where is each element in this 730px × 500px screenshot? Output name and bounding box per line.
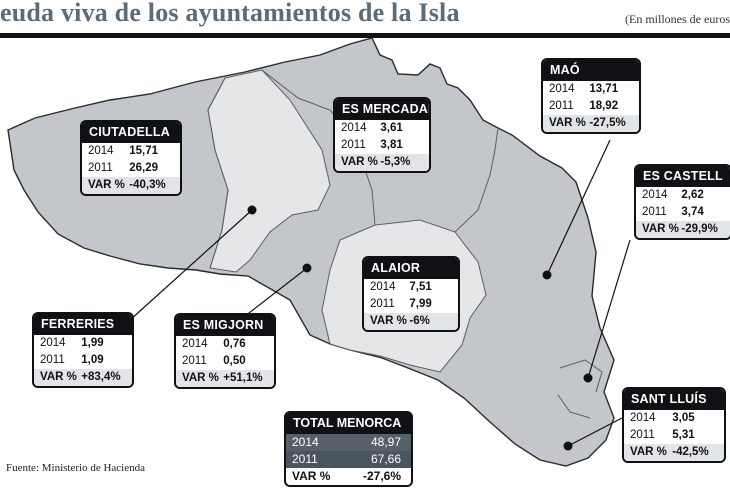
- alaior-name: ALAIOR: [364, 258, 458, 279]
- sant-lluis-2014: 3,05: [672, 412, 695, 424]
- es-migjorn-leader: [239, 267, 308, 321]
- ferreries-2011: 1,09: [81, 354, 104, 366]
- es-castell-2011: 3,74: [681, 206, 704, 218]
- sant-lluis-leader: [567, 417, 623, 447]
- row-label-2011: 2011: [642, 206, 667, 218]
- es-mercadal-name: ES MERCADAL: [335, 99, 429, 120]
- border-ciutadella: [207, 77, 229, 269]
- source-note: Fuente: Ministerio de Hacienda: [6, 462, 145, 474]
- sant-lluis-box: SANT LLUÍS 2014 3,05 2011 5,31 VAR % -42,5%: [622, 387, 726, 463]
- total-2014: 48,97: [370, 435, 401, 449]
- island-outline: [7, 37, 615, 467]
- alaior-box: ALAIOR 2014 7,51 2011 7,99 VAR % -6%: [362, 256, 460, 332]
- es-castell-2014: 2,62: [681, 189, 704, 201]
- es-migjorn-2014: 0,76: [223, 338, 246, 350]
- row-label-2011: 2011: [549, 100, 574, 112]
- es-mercadal-box: ES MERCADAL 2014 3,61 2011 3,81 VAR % -5,3%: [333, 97, 431, 173]
- ciutadella-2011: 26,29: [129, 162, 159, 174]
- es-castell-name: ES CASTELL: [636, 166, 730, 187]
- es-castell-leader: [587, 239, 631, 379]
- border-es-castell: [557, 394, 591, 419]
- sant-lluis-var: -42,5%: [672, 446, 709, 458]
- row-label-2014: 2014: [88, 145, 114, 157]
- border-mahon: [454, 127, 499, 233]
- ferreries-name: FERRERIES: [34, 314, 132, 335]
- row-label-var: VAR %: [549, 117, 586, 129]
- chart-title: euda viva de los ayuntamientos de la Isl…: [0, 0, 460, 27]
- row-label-var: VAR %: [88, 179, 125, 191]
- es-migjorn-2011: 0,50: [223, 355, 246, 367]
- total-menorca-box: TOTAL MENORCA 2014 48,97 2011 67,66 VAR % -…: [284, 411, 413, 487]
- mao-name: MAÓ: [543, 60, 639, 81]
- units-label: (En millones de euros): [625, 12, 730, 26]
- row-label-2014: 2014: [40, 337, 66, 349]
- row-label-2011: 2011: [182, 355, 207, 367]
- ferreries-2014: 1,99: [81, 337, 104, 349]
- mao-var: -27,5%: [589, 117, 626, 129]
- row-label-2011: 2011: [88, 162, 113, 174]
- row-label-var: VAR %: [292, 469, 331, 483]
- es-migjorn-box: ES MIGJORN 2014 0,76 2011 0,50 VAR % +51,1%: [174, 313, 276, 389]
- row-label-2014: 2014: [182, 338, 208, 350]
- ciutadella-box: CIUTADELLA 2014 15,71 2011 26,29 VAR % -40,…: [80, 120, 182, 196]
- es-migjorn-var: +51,1%: [223, 372, 263, 384]
- es-castell-var: -29,9%: [681, 223, 718, 235]
- row-label-2014: 2014: [370, 281, 396, 293]
- row-label-2011: 2011: [40, 354, 65, 366]
- ciutadella-var: -40,3%: [129, 179, 166, 191]
- border-sant-lluis: [559, 359, 603, 393]
- total-2011: 67,66: [370, 452, 401, 466]
- row-label-2011: 2011: [292, 452, 318, 466]
- es-mercadal-2014: 3,61: [380, 122, 403, 134]
- row-label-2011: 2011: [630, 429, 655, 441]
- row-label-var: VAR %: [341, 156, 378, 168]
- mao-2011: 18,92: [589, 100, 619, 112]
- es-mercadal-var: -5,3%: [380, 156, 411, 168]
- total-var: -27,6%: [362, 469, 401, 483]
- ciutadella-2014: 15,71: [129, 145, 159, 157]
- row-label-2014: 2014: [630, 412, 656, 424]
- row-label-2014: 2014: [549, 83, 575, 95]
- ferreries-box: FERRERIES 2014 1,99 2011 1,09 VAR % +83,4%: [32, 312, 134, 388]
- ferreries-leader: [129, 209, 253, 321]
- sant-lluis-2011: 5,31: [672, 429, 695, 441]
- row-label-var: VAR %: [40, 371, 77, 383]
- title-rule: [0, 33, 730, 38]
- row-label-2014: 2014: [292, 435, 319, 449]
- total-menorca-name: TOTAL MENORCA: [286, 413, 411, 434]
- alaior-2014: 7,51: [409, 281, 432, 293]
- ferreries-var: +83,4%: [81, 371, 121, 383]
- alaior-var: -6%: [409, 315, 430, 327]
- alaior-2011: 7,99: [409, 298, 432, 310]
- sant-lluis-name: SANT LLUÍS: [624, 389, 724, 410]
- es-mercadal-2011: 3,81: [380, 139, 403, 151]
- row-label-var: VAR %: [370, 315, 407, 327]
- row-label-2011: 2011: [370, 298, 395, 310]
- mao-leader: [546, 139, 611, 276]
- row-label-2014: 2014: [642, 189, 668, 201]
- row-label-var: VAR %: [630, 446, 667, 458]
- mao-2014: 13,71: [589, 83, 619, 95]
- es-castell-box: ES CASTELL 2014 2,62 2011 3,74 VAR % -29,9%: [634, 164, 730, 240]
- ciutadella-name: CIUTADELLA: [82, 122, 180, 143]
- mao-box: MAÓ 2014 13,71 2011 18,92 VAR % -27,5%: [541, 58, 641, 134]
- es-migjorn-name: ES MIGJORN: [176, 315, 274, 336]
- row-label-2014: 2014: [341, 122, 367, 134]
- row-label-2011: 2011: [341, 139, 366, 151]
- row-label-var: VAR %: [182, 372, 219, 384]
- row-label-var: VAR %: [642, 223, 679, 235]
